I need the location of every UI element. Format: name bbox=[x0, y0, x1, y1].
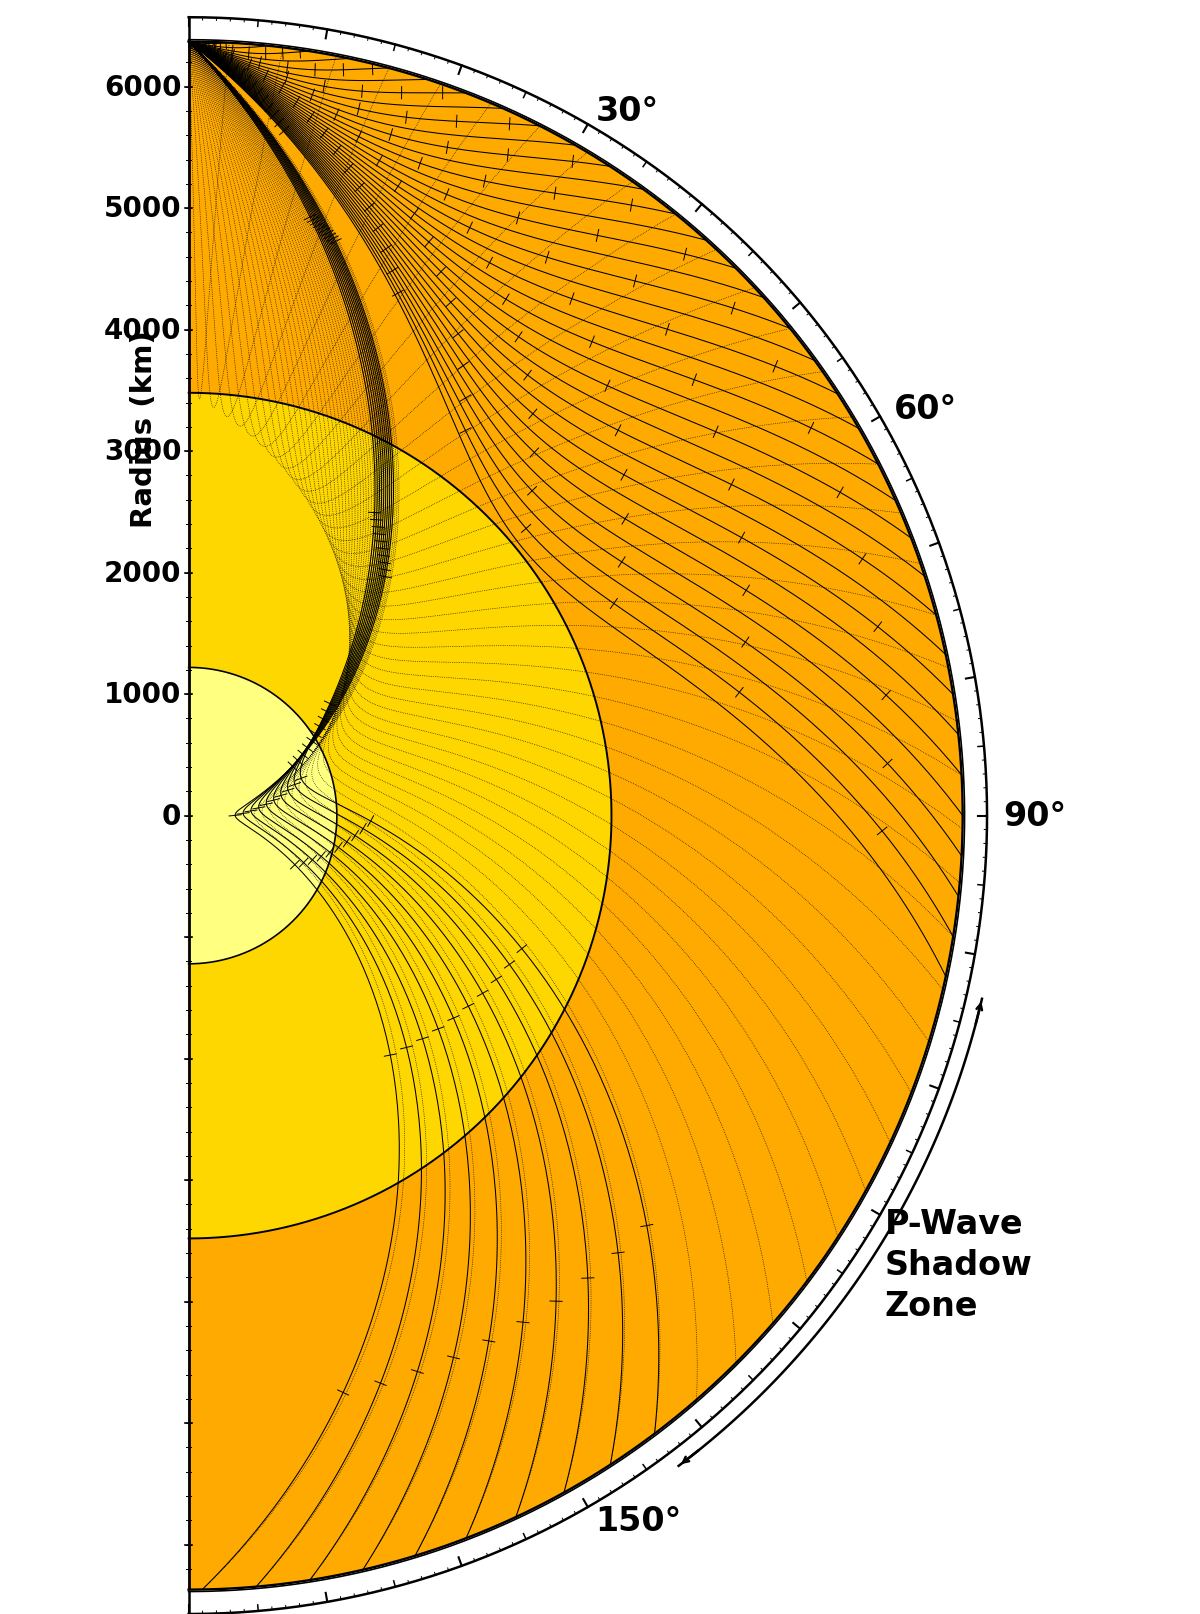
Text: 6000: 6000 bbox=[104, 74, 181, 102]
Polygon shape bbox=[188, 668, 337, 964]
Text: 0: 0 bbox=[162, 802, 181, 830]
Text: 3000: 3000 bbox=[104, 437, 181, 466]
Text: 60°: 60° bbox=[894, 392, 956, 426]
Polygon shape bbox=[188, 394, 612, 1238]
Text: 2000: 2000 bbox=[104, 560, 181, 587]
Text: P-Wave
Shadow
Zone: P-Wave Shadow Zone bbox=[884, 1207, 1032, 1322]
Text: 150°: 150° bbox=[595, 1504, 682, 1537]
Text: Radius (km): Radius (km) bbox=[130, 331, 157, 528]
Text: 5000: 5000 bbox=[103, 195, 181, 223]
Text: 90°: 90° bbox=[1003, 799, 1066, 833]
Text: 0°: 0° bbox=[169, 0, 209, 3]
Polygon shape bbox=[188, 42, 962, 1590]
Text: 4000: 4000 bbox=[104, 316, 181, 344]
Text: 1000: 1000 bbox=[104, 681, 181, 709]
Polygon shape bbox=[188, 18, 988, 1614]
Text: 30°: 30° bbox=[595, 95, 659, 128]
